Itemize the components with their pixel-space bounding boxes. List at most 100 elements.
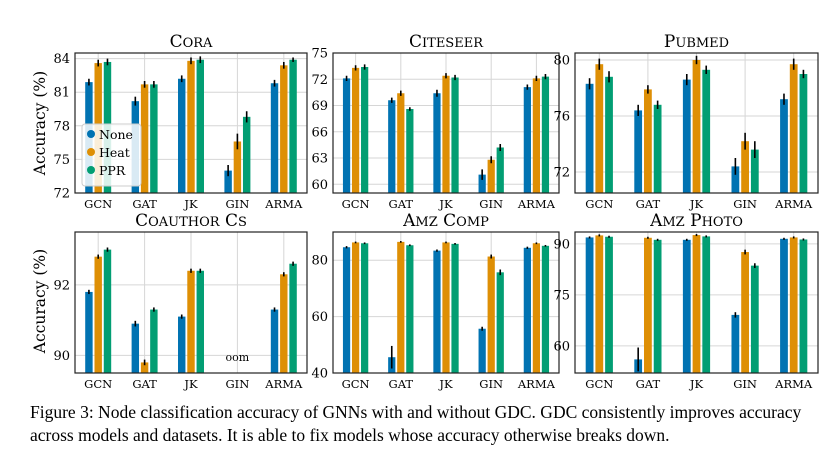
y-axis-label: Accuracy (%) [31,71,49,176]
bar-ppr-gat [653,239,662,373]
bar-none-arma [780,238,788,373]
panel-title: COAUTHOR CS [135,211,247,231]
bar-heat-jk [692,60,701,193]
x-tick-label: GAT [389,197,414,211]
bar-none-gin [478,328,486,373]
legend-box [81,123,142,187]
bar-none-jk [178,78,186,193]
panel-title: AMZ PHOTO [649,211,743,231]
bar-ppr-gin [496,272,504,373]
plot-frame [74,231,308,374]
x-tick-label: JK [689,197,704,211]
legend-label-ppr: PPR [99,163,126,178]
bar-none-gcn [342,78,351,193]
bar-none-arma [780,99,788,193]
x-tick-label: GAT [132,197,157,211]
bar-ppr-jk [196,270,204,373]
x-tick-label: ARMA [517,197,556,211]
y-tick-label: 72 [553,166,570,181]
panel-title: AMZ COMP [402,211,489,231]
bar-none-gin [731,314,740,373]
bar-ppr-jk [451,77,459,193]
bar-none-jk [433,250,441,373]
y-tick-label: 90 [553,237,570,252]
bar-heat-gat [644,89,652,193]
plot-frame [74,52,308,194]
bar-ppr-gin [750,149,759,193]
bar-heat-gat [140,362,149,373]
bar-ppr-arma [289,59,297,193]
bar-heat-jk [692,235,701,373]
x-tick-label: GIN [226,377,250,391]
bar-none-arma [270,83,279,193]
bar-heat-gin [741,141,749,193]
bar-ppr-gcn [103,249,112,373]
plot-frame [574,231,819,374]
legend-marker-ppr [87,166,95,174]
bar-heat-jk [442,242,450,373]
x-tick-label: GCN [342,377,370,391]
bar-ppr-gin [750,265,759,373]
bar-ppr-gat [150,309,158,373]
x-tick-label: GAT [636,377,661,391]
bar-none-gin [224,170,232,193]
x-tick-label: ARMA [774,197,813,211]
bar-ppr-gat [406,109,414,193]
x-tick-label: JK [183,197,198,211]
bar-heat-gat [397,93,405,193]
y-tick-label: 63 [311,152,328,167]
bar-ppr-arma [541,245,550,373]
x-tick-label: ARMA [264,197,303,211]
y-tick-label: 78 [53,119,70,134]
legend-label-heat: Heat [99,145,130,160]
x-tick-label: JK [183,377,198,391]
bar-none-gat [131,323,140,373]
bar-ppr-gcn [605,236,613,373]
bar-ppr-gat [406,245,414,373]
bar-heat-gcn [94,256,102,373]
x-tick-label: GAT [636,197,661,211]
y-tick-label: 75 [553,288,570,303]
x-tick-label: GAT [389,377,414,391]
bar-heat-jk [187,270,195,373]
bar-heat-arma [789,64,798,193]
x-tick-label: GCN [84,197,112,211]
bar-none-gat [388,100,396,193]
legend-marker-heat [87,148,95,156]
x-tick-label: GIN [479,197,503,211]
y-tick-label: 72 [311,73,328,88]
y-tick-label: 60 [311,310,328,325]
y-tick-label: 72 [53,187,70,202]
bar-ppr-jk [451,243,459,373]
bar-ppr-jk [196,59,204,193]
y-tick-label: 84 [53,52,70,67]
y-tick-label: 66 [311,125,328,140]
bar-none-gcn [585,83,594,193]
bar-ppr-arma [799,239,808,373]
bar-none-jk [178,316,186,373]
bar-heat-gcn [351,242,360,373]
y-axis-label: Accuracy (%) [31,249,49,354]
legend-label-none: None [99,127,133,142]
bar-none-arma [523,87,531,193]
annotation-label: oom [226,351,250,364]
bar-ppr-arma [541,76,550,193]
bar-heat-gin [487,159,495,193]
bar-ppr-gcn [361,243,369,373]
bar-heat-gin [487,256,495,373]
bar-heat-jk [442,75,450,193]
y-tick-label: 92 [53,278,70,293]
x-tick-label: GCN [84,377,112,391]
panel-title: CITESEER [409,32,484,52]
plot-frame [332,231,560,374]
bar-none-arma [523,247,531,373]
x-tick-label: GCN [342,197,370,211]
bar-ppr-gin [242,116,251,193]
bar-heat-gat [644,237,652,373]
bar-none-jk [433,93,441,193]
bar-heat-jk [187,60,195,194]
x-tick-label: GCN [585,377,613,391]
y-tick-label: 80 [311,254,328,269]
bar-none-jk [682,239,691,373]
